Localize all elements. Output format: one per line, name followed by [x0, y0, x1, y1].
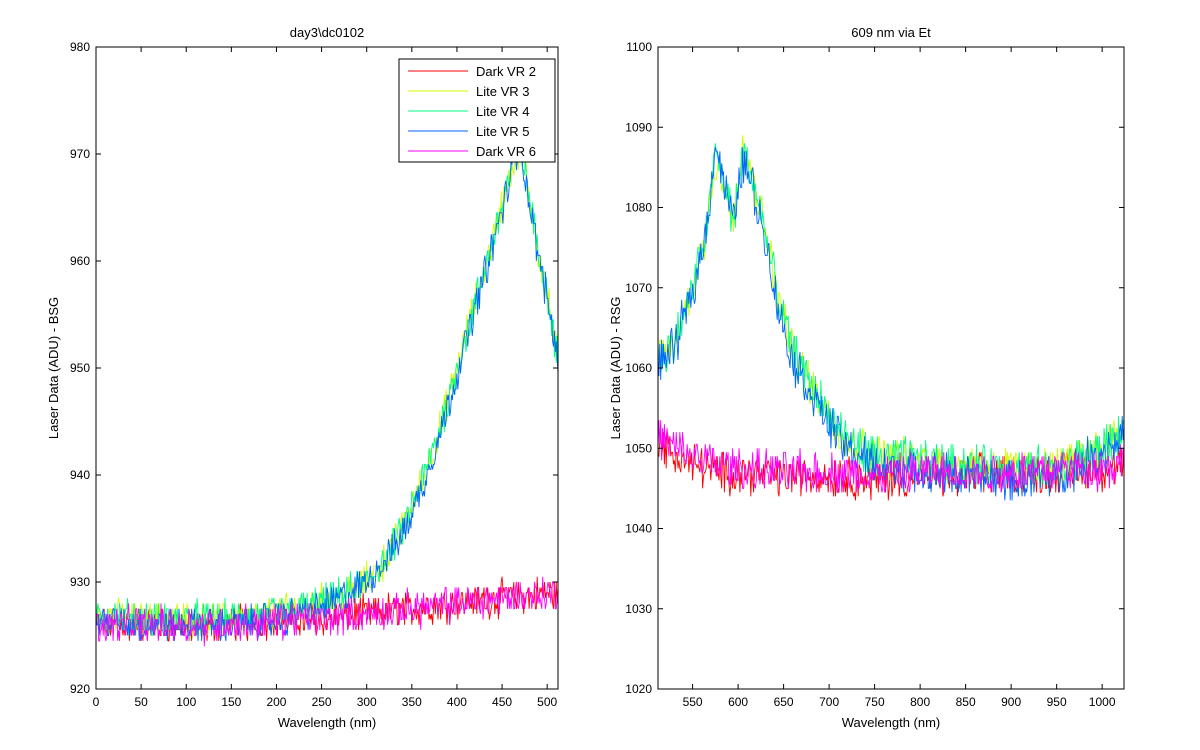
y-tick-label: 950 [70, 361, 90, 375]
x-tick-label: 950 [1047, 695, 1067, 709]
y-axis-label: Laser Data (ADU) - RSG [608, 296, 623, 439]
series-line-lite-vr-4 [96, 132, 558, 641]
x-tick-label: 700 [819, 695, 839, 709]
x-axis-label: Wavelength (nm) [842, 715, 941, 730]
y-tick-label: 1030 [625, 602, 652, 616]
x-tick-label: 300 [357, 695, 377, 709]
series-line-lite-vr-3 [96, 132, 558, 641]
y-tick-label: 1050 [625, 441, 652, 455]
x-tick-label: 150 [221, 695, 241, 709]
y-tick-label: 1020 [625, 682, 652, 696]
x-tick-label: 500 [537, 695, 557, 709]
x-tick-label: 800 [910, 695, 930, 709]
x-tick-label: 50 [134, 695, 148, 709]
x-tick-label: 100 [176, 695, 196, 709]
x-tick-label: 750 [865, 695, 885, 709]
series-line-lite-vr-5 [96, 143, 558, 641]
chart-title: day3\dc0102 [290, 25, 364, 40]
legend: Dark VR 2 Lite VR 3 Lite VR 4 Lite VR 5 Dark… [398, 58, 556, 163]
y-tick-label: 960 [70, 254, 90, 268]
y-tick-label: 930 [70, 575, 90, 589]
x-tick-label: 350 [402, 695, 422, 709]
x-tick-label: 400 [447, 695, 467, 709]
x-tick-label: 550 [683, 695, 703, 709]
y-tick-label: 940 [70, 468, 90, 482]
chart-1: 0 50 100 150 200 250 300 350 400 450 500 920 930 940 9… [46, 25, 559, 730]
y-axis-label: Laser Data (ADU) - BSG [46, 297, 61, 439]
plot-lines [658, 135, 1124, 501]
plot-frame [657, 46, 1125, 690]
legend-label-dark-vr-6: Dark VR 6 [476, 144, 536, 159]
plot-lines [96, 132, 558, 647]
x-tick-label: 650 [774, 695, 794, 709]
series-line-dark-vr-6 [96, 576, 558, 647]
legend-label-lite-vr-5: Lite VR 5 [476, 124, 529, 139]
y-tick-label: 1100 [626, 40, 652, 54]
x-axis-label: Wavelength (nm) [278, 715, 377, 730]
chart-2: 550 600 650 700 750 800 850 900 950 1000 1020 1030 1… [608, 25, 1125, 730]
x-tick-label: 450 [492, 695, 512, 709]
y-tick-label: 1060 [625, 361, 652, 375]
y-tick-label: 1090 [625, 120, 652, 134]
legend-label-lite-vr-3: Lite VR 3 [476, 84, 529, 99]
legend-label-dark-vr-2: Dark VR 2 [476, 64, 536, 79]
x-tick-label: 600 [728, 695, 748, 709]
x-tick-label: 850 [956, 695, 976, 709]
y-tick-label: 1070 [625, 281, 652, 295]
x-tick-label: 0 [93, 695, 100, 709]
x-tick-label: 900 [1001, 695, 1021, 709]
x-tick-label: 250 [312, 695, 332, 709]
y-tick-label: 980 [70, 40, 90, 54]
y-tick-label: 1040 [625, 522, 652, 536]
y-tick-label: 970 [70, 147, 90, 161]
legend-label-lite-vr-4: Lite VR 4 [476, 104, 529, 119]
y-tick-label: 1080 [625, 201, 652, 215]
x-tick-label: 1000 [1089, 695, 1116, 709]
series-line-lite-vr-5 [658, 147, 1124, 501]
x-tick-label: 200 [266, 695, 286, 709]
y-tick-label: 920 [70, 682, 90, 696]
chart-title: 609 nm via Et [851, 25, 931, 40]
series-line-dark-vr-6 [658, 420, 1124, 493]
